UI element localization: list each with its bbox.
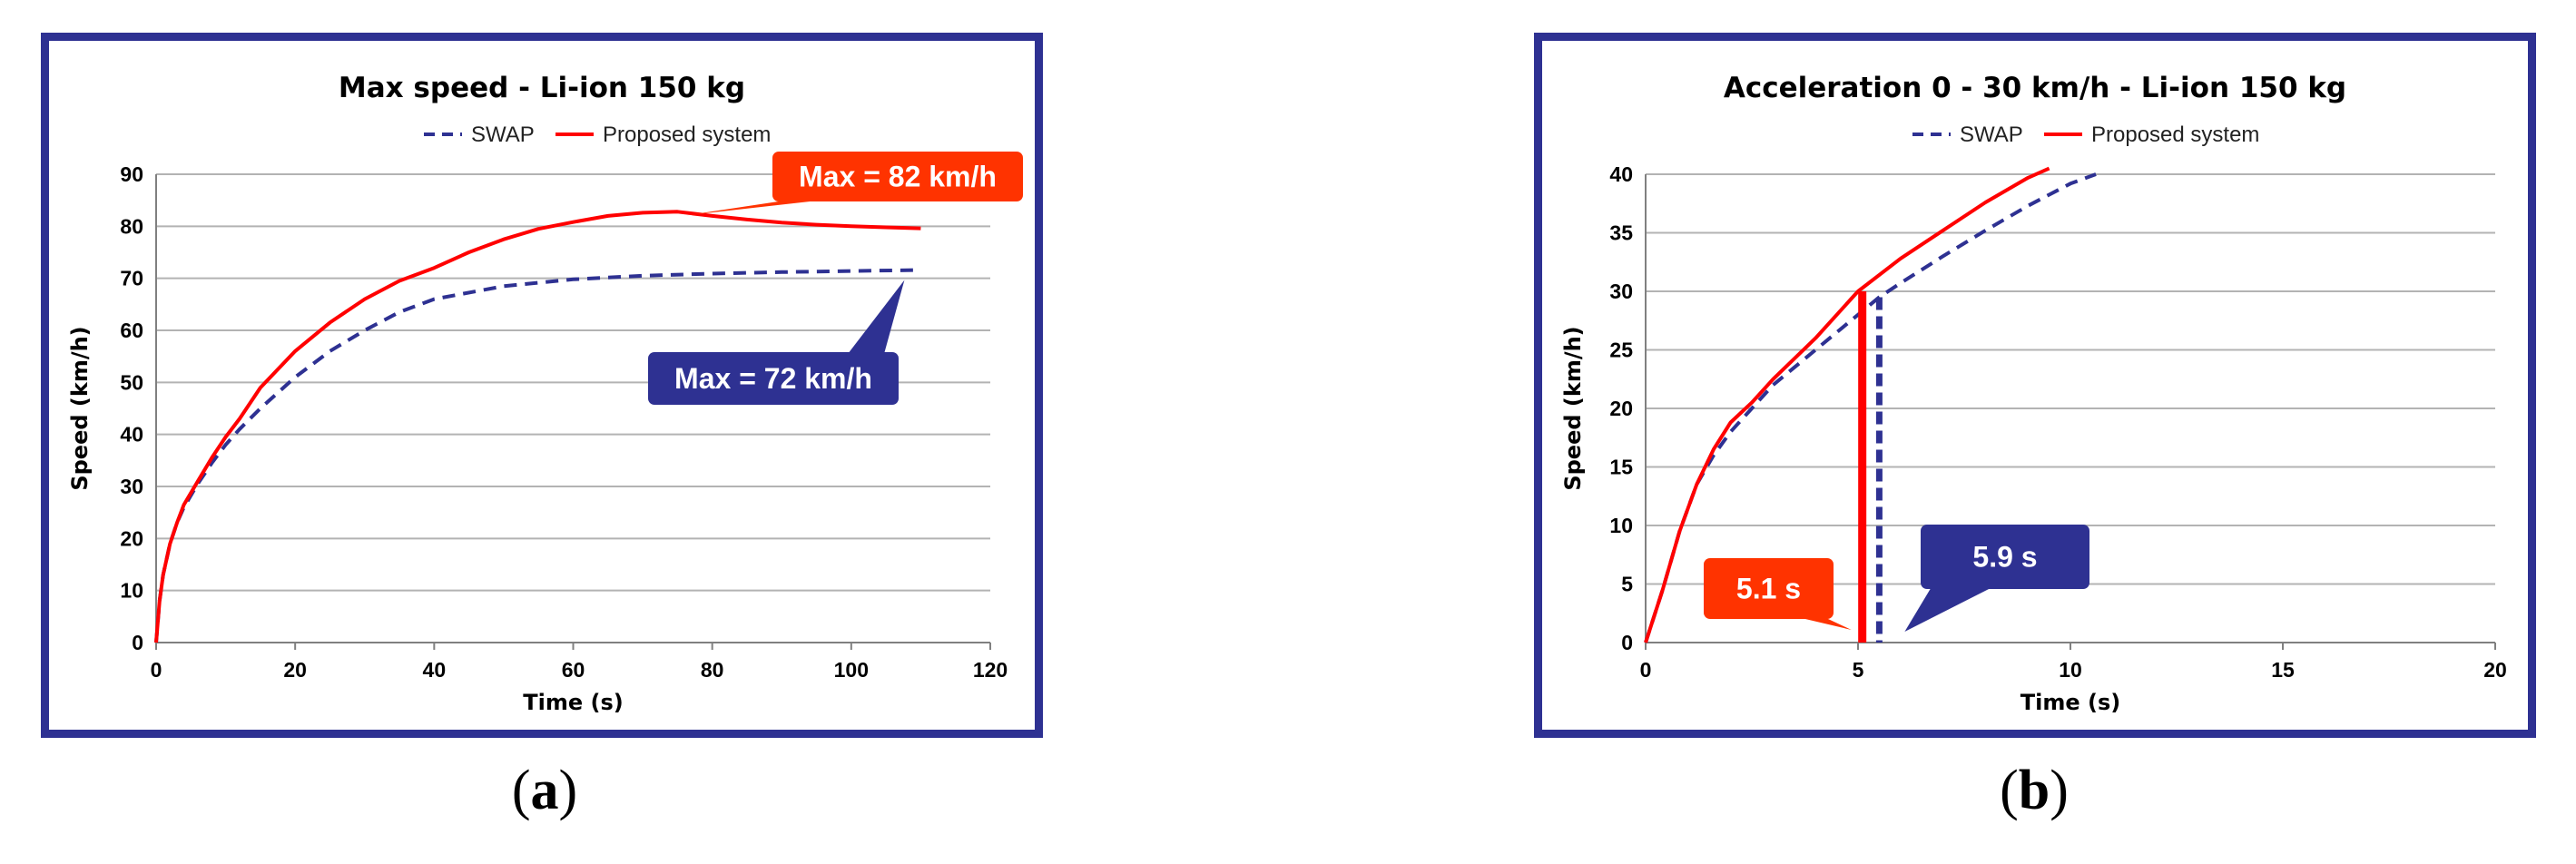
callout-pointer [848,280,905,354]
chart-a-svg: 0 10 20 30 40 50 60 70 80 90 0 20 40 60 80 100 120 Max sp… [67,72,1023,715]
legend-label-proposed: Proposed system [603,123,771,147]
x-tick-label: 20 [283,658,307,682]
chart-title: Acceleration 0 - 30 km/h - Li-ion 150 kg [1724,72,2346,104]
y-tick-label: 15 [1609,456,1633,479]
x-axis-label: Time (s) [2020,690,2120,715]
y-tick-label: 25 [1609,339,1633,362]
chart-title: Max speed - Li-ion 150 kg [339,72,745,104]
chart-b-svg: 0 5 10 15 20 25 30 35 40 0 5 10 15 20 Acceleration 0 -… [1560,72,2507,715]
callout-box [772,152,1023,201]
y-tick-label: 5 [1621,573,1633,596]
x-tick-label: 10 [2059,658,2082,682]
y-tick-label: 40 [120,423,143,447]
y-tick-label: 30 [120,475,143,498]
y-tick-label: 80 [120,214,143,238]
y-axis-label: Speed (km/h) [1560,326,1586,490]
callout-red: 5.1 s [1704,558,1852,630]
y-tick-label: 0 [132,631,143,654]
y-tick-label: 50 [120,370,143,394]
chart-panel-b: 0 5 10 15 20 25 30 35 40 0 5 10 15 20 Acceleration 0 -… [1534,33,2536,738]
x-tick-label: 80 [701,658,724,682]
y-tick-label: 90 [120,162,143,186]
callout-blue: Max = 72 km/h [648,280,905,405]
callout-pointer [1904,585,1996,632]
y-tick-label: 70 [120,267,143,290]
callout-box [648,352,899,405]
y-tick-label: 10 [1609,514,1633,537]
callout-pointer [686,195,866,216]
callout-blue: 5.9 s [1904,525,2089,632]
callout-text: 5.9 s [1972,541,2037,574]
y-tick-label: 30 [1609,280,1633,303]
y-axis-label: Speed (km/h) [67,326,93,490]
y-tick-label: 0 [1621,631,1633,654]
callout-text: 5.1 s [1736,573,1801,605]
series-line-proposed [154,210,921,643]
x-tick-label: 40 [423,658,447,682]
legend-label-proposed: Proposed system [2091,123,2259,147]
series-line-swap [154,268,921,643]
y-tick-label: 10 [120,579,143,603]
y-tick-label: 35 [1609,221,1633,245]
x-tick-label: 120 [973,658,1008,682]
legend-label-swap: SWAP [471,123,535,147]
series-line-proposed [1644,166,2050,643]
y-tick-label: 20 [120,526,143,550]
caption-b: (b) [2000,760,2069,821]
x-axis-label: Time (s) [523,690,623,715]
legend-label-swap: SWAP [1960,123,2023,147]
callout-text: Max = 72 km/h [674,362,872,395]
caption-a-letter: a [530,760,559,821]
x-tick-label: 5 [1853,658,1864,682]
callout-box [1921,525,2089,589]
x-tick-label: 100 [834,658,869,682]
callout-red: Max = 82 km/h [686,152,1023,216]
callout-text: Max = 82 km/h [799,161,997,193]
chart-panel-a: 0 10 20 30 40 50 60 70 80 90 0 20 40 60 80 100 120 Max sp… [41,33,1043,738]
y-tick-label: 40 [1609,162,1633,186]
y-tick-label: 60 [120,319,143,342]
y-tick-label: 20 [1609,397,1633,420]
x-tick-label: 15 [2271,658,2295,682]
callout-box [1704,558,1834,619]
x-tick-label: 0 [151,658,162,682]
x-tick-label: 60 [562,658,585,682]
x-tick-label: 0 [1640,658,1652,682]
x-tick-label: 20 [2483,658,2507,682]
caption-b-letter: b [2018,760,2050,821]
caption-a: (a) [511,760,578,821]
